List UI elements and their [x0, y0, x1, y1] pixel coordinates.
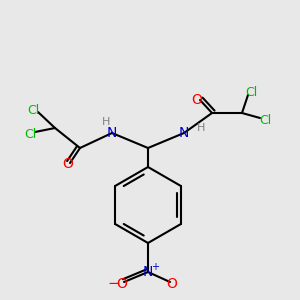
Text: O: O	[167, 277, 177, 291]
Text: N: N	[143, 265, 153, 279]
Text: O: O	[117, 277, 128, 291]
Text: O: O	[192, 93, 203, 107]
Text: N: N	[107, 126, 117, 140]
Text: H: H	[102, 117, 110, 127]
Text: Cl: Cl	[27, 103, 39, 116]
Text: Cl: Cl	[245, 86, 257, 100]
Text: H: H	[197, 123, 205, 133]
Text: Cl: Cl	[259, 113, 271, 127]
Text: −: −	[108, 277, 120, 292]
Text: Cl: Cl	[24, 128, 36, 140]
Text: O: O	[63, 157, 74, 171]
Text: N: N	[179, 126, 189, 140]
Text: +: +	[151, 262, 159, 272]
